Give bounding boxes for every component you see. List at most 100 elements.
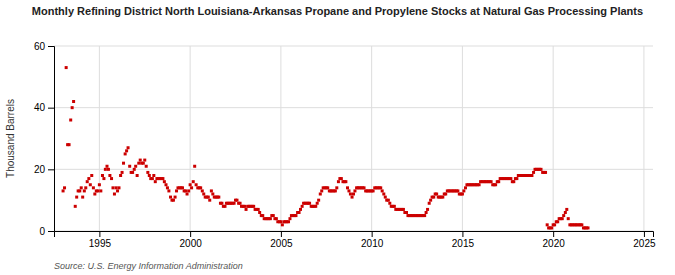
point	[111, 186, 114, 189]
point	[199, 186, 202, 189]
point	[220, 202, 223, 205]
grid-line	[462, 46, 463, 231]
point	[461, 193, 464, 196]
point	[172, 199, 175, 202]
point	[181, 186, 184, 189]
tick-mark	[281, 231, 282, 237]
point	[494, 183, 497, 186]
point	[65, 66, 68, 69]
tick-mark	[644, 231, 645, 237]
point	[540, 168, 543, 171]
tick-mark	[553, 231, 554, 237]
point	[544, 171, 547, 174]
tick: 20	[34, 164, 54, 175]
point	[464, 186, 467, 189]
point	[509, 177, 512, 180]
point	[478, 183, 481, 186]
point	[294, 214, 297, 217]
point	[272, 214, 275, 217]
point	[161, 177, 164, 180]
tick: 2010	[361, 231, 384, 249]
point	[90, 174, 93, 177]
point	[441, 196, 444, 199]
y-axis: 0204060	[34, 41, 55, 237]
point	[201, 189, 204, 192]
point	[352, 193, 355, 196]
point	[326, 186, 329, 189]
point	[190, 186, 193, 189]
point	[187, 189, 190, 192]
grid-line	[190, 46, 191, 231]
tick-label: 40	[34, 102, 46, 113]
title: Monthly Refining District North Louisian…	[32, 5, 643, 17]
point	[145, 165, 148, 168]
point	[146, 171, 149, 174]
point	[384, 196, 387, 199]
point	[192, 180, 195, 183]
point	[243, 205, 246, 208]
tick: 2005	[270, 231, 293, 249]
point	[340, 177, 343, 180]
point	[106, 165, 109, 168]
point	[308, 202, 311, 205]
point	[74, 205, 77, 208]
point	[532, 171, 535, 174]
point	[163, 180, 166, 183]
point	[320, 189, 323, 192]
point	[223, 205, 226, 208]
point	[87, 177, 90, 180]
point	[102, 177, 105, 180]
point	[174, 196, 177, 199]
point	[116, 189, 119, 192]
point	[512, 180, 515, 183]
point	[128, 165, 131, 168]
point	[301, 205, 304, 208]
point	[208, 199, 211, 202]
point	[134, 165, 137, 168]
point	[382, 193, 385, 196]
point	[363, 186, 366, 189]
point	[287, 220, 290, 223]
point	[580, 223, 583, 226]
point	[127, 146, 130, 149]
point	[175, 189, 178, 192]
point	[169, 196, 172, 199]
point	[108, 174, 111, 177]
annotation: Source: U.S. Energy Information Administ…	[54, 261, 243, 271]
point	[429, 199, 432, 202]
point	[564, 211, 567, 214]
point	[335, 186, 338, 189]
point	[258, 211, 261, 214]
tick: 2015	[452, 231, 475, 249]
grid-line	[54, 169, 653, 170]
point	[136, 174, 139, 177]
points	[62, 66, 590, 229]
point	[239, 202, 242, 205]
point	[562, 214, 565, 217]
tick-mark	[462, 231, 463, 237]
point	[81, 196, 84, 199]
point	[166, 186, 169, 189]
point	[84, 186, 87, 189]
tick-mark	[48, 46, 54, 47]
point	[426, 208, 429, 211]
tick-label: 2000	[180, 238, 203, 249]
point	[186, 193, 189, 196]
point	[154, 180, 157, 183]
point	[497, 180, 500, 183]
point	[432, 196, 435, 199]
point	[565, 208, 568, 211]
point	[319, 193, 322, 196]
point	[104, 168, 107, 171]
point	[131, 171, 134, 174]
point	[124, 152, 127, 155]
point	[110, 177, 113, 180]
point	[298, 211, 301, 214]
point	[62, 189, 65, 192]
point	[164, 183, 167, 186]
point	[349, 193, 352, 196]
point	[211, 193, 214, 196]
point	[288, 217, 291, 220]
point	[137, 162, 140, 165]
point	[195, 183, 198, 186]
